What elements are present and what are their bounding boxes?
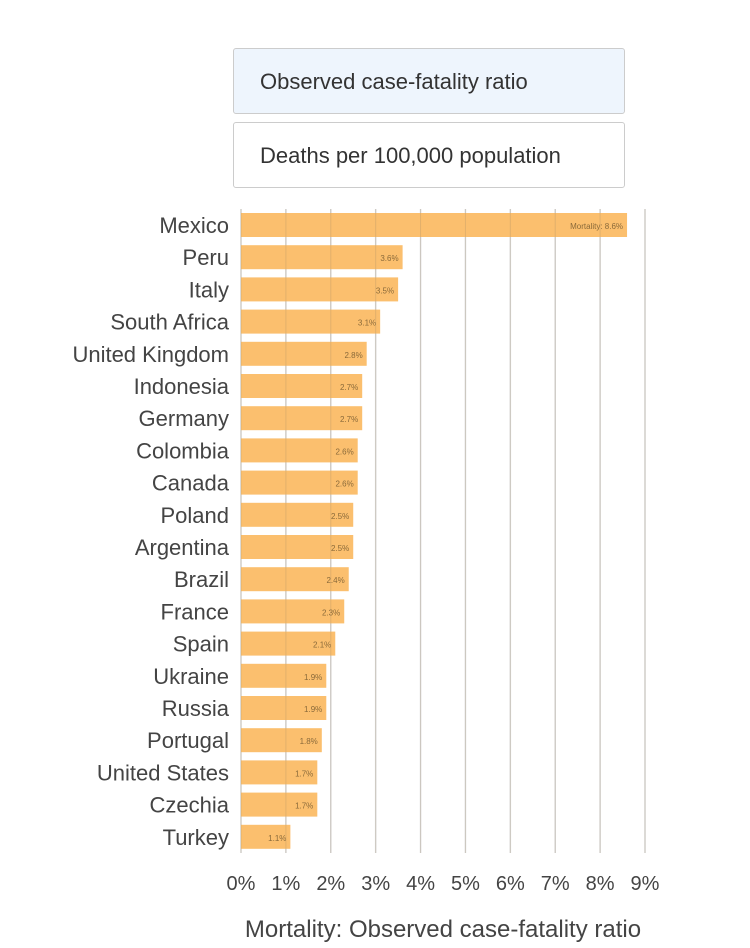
category-label: Argentina (135, 535, 230, 560)
category-label: Colombia (136, 438, 230, 463)
data-label: 2.7% (340, 383, 358, 392)
category-label: Ukraine (153, 664, 229, 689)
x-tick-label: 4% (406, 873, 435, 895)
bar (241, 760, 318, 785)
category-label: Peru (183, 245, 229, 270)
bar (241, 502, 354, 527)
data-label: 3.1% (358, 319, 376, 328)
x-axis-title: Mortality: Observed case-fatality ratio (245, 916, 641, 943)
category-label: Germany (139, 406, 229, 431)
data-label: 1.7% (295, 802, 313, 811)
data-label: 2.6% (335, 480, 353, 489)
cfr-button[interactable]: Observed case-fatality ratio (233, 48, 625, 114)
category-label: Mexico (159, 213, 229, 238)
data-label: 2.7% (340, 415, 358, 424)
data-label: 1.1% (268, 834, 286, 843)
x-tick-label: 3% (361, 873, 390, 895)
data-label: 2.3% (322, 608, 340, 617)
bar (241, 438, 358, 463)
category-label: Czechia (150, 793, 230, 818)
category-label: Russia (162, 696, 230, 721)
bar (241, 277, 399, 302)
bar (241, 213, 628, 237)
x-tick-label: 7% (541, 873, 570, 895)
category-label: Portugal (147, 728, 229, 753)
data-label: 2.5% (331, 512, 349, 521)
data-label: 1.9% (304, 673, 322, 682)
x-tick-label: 8% (586, 873, 615, 895)
category-label: France (161, 599, 229, 624)
bar (241, 567, 349, 592)
bar (241, 696, 327, 720)
data-label: Mortality: 8.6% (570, 222, 623, 231)
x-tick-label: 1% (271, 873, 300, 895)
category-label: Canada (152, 471, 230, 496)
category-label: Poland (160, 503, 229, 528)
category-label: Italy (189, 277, 229, 302)
per100k-button[interactable]: Deaths per 100,000 population (233, 122, 625, 188)
data-label: 1.8% (300, 737, 318, 746)
x-tick-label: 0% (227, 873, 256, 895)
data-label: 3.6% (380, 254, 398, 263)
category-label: South Africa (110, 310, 229, 335)
bar (241, 824, 291, 849)
category-label: United States (97, 760, 229, 785)
data-label: 2.5% (331, 544, 349, 553)
category-label: Brazil (174, 567, 229, 592)
bar (241, 245, 403, 270)
data-label: 2.6% (335, 447, 353, 456)
x-tick-label: 9% (631, 873, 660, 895)
bar (241, 309, 381, 334)
category-label: Indonesia (134, 374, 230, 399)
category-label: Spain (173, 632, 229, 657)
data-label: 2.8% (344, 351, 362, 360)
bar (241, 374, 363, 398)
data-label: 2.1% (313, 641, 331, 650)
data-label: 3.5% (376, 286, 394, 295)
bar (241, 728, 322, 753)
bar (241, 599, 345, 624)
bar (241, 631, 336, 656)
x-tick-label: 6% (496, 873, 525, 895)
bar (241, 406, 363, 431)
bar (241, 470, 358, 495)
data-label: 1.9% (304, 705, 322, 714)
data-label: 2.4% (326, 576, 344, 585)
x-tick-label: 2% (316, 873, 345, 895)
x-tick-label: 5% (451, 873, 480, 895)
bar (241, 792, 318, 817)
bar (241, 535, 354, 559)
bar (241, 663, 327, 688)
bar (241, 341, 367, 366)
category-label: Turkey (163, 825, 229, 850)
category-label: United Kingdom (72, 342, 229, 367)
data-label: 1.7% (295, 769, 313, 778)
